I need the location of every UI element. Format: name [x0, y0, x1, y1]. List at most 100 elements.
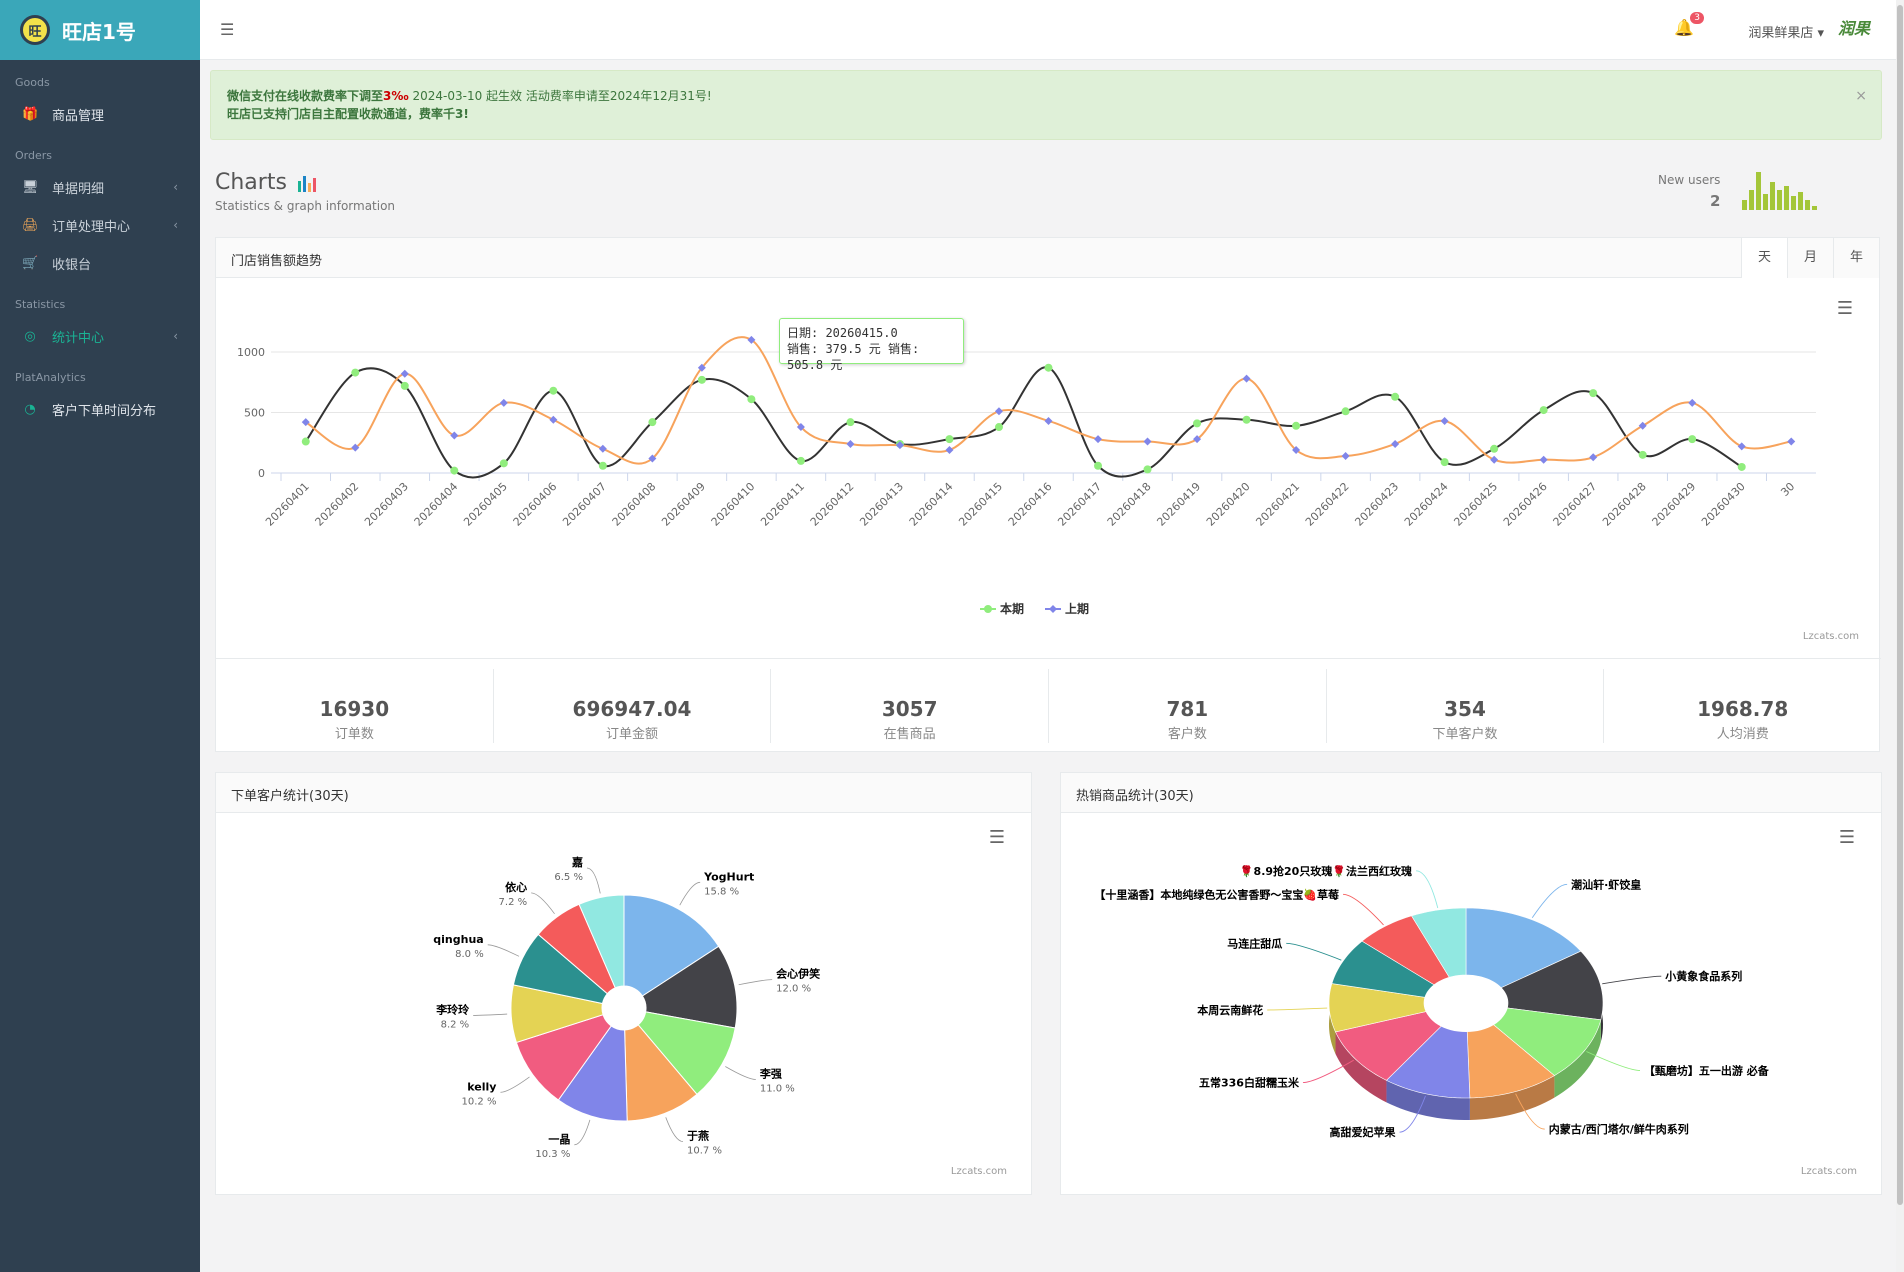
- pie-percent: 10.2 %: [462, 1096, 497, 1107]
- app-name: 旺店1号: [62, 19, 136, 44]
- pie-label: 依心: [505, 880, 527, 894]
- x-tick-label: 30: [1778, 480, 1797, 499]
- label-connector: [1267, 1007, 1328, 1011]
- stat-customers: 781 客户数: [1049, 669, 1327, 743]
- x-tick-label: 20260410: [709, 480, 758, 529]
- data-point-current: [351, 368, 360, 377]
- hot-products-panel: 热销商品统计(30天) ☰ 潮汕轩·虾饺皇 小黄象食品系列 【甄磨坊】五一出游 必备…: [1060, 772, 1882, 1195]
- pie-percent: 15.8 %: [704, 886, 739, 897]
- data-point-current: [1391, 392, 1400, 401]
- menu-toggle-icon[interactable]: ☰: [220, 20, 235, 39]
- customer-stats-title: 下单客户统计(30天): [216, 773, 1031, 813]
- chart-credit[interactable]: Lzcats.com: [1800, 1166, 1857, 1177]
- chart-menu-icon[interactable]: ☰: [1838, 827, 1855, 848]
- data-point-current: [1688, 435, 1697, 444]
- chart-tooltip: 日期: 20260415.0 销售: 379.5 元 销售: 505.8 元: [779, 318, 964, 372]
- data-point-previous: [945, 446, 954, 455]
- pie-slice: [641, 945, 738, 1029]
- alert-close-button[interactable]: ×: [1855, 88, 1867, 104]
- bell-icon[interactable]: 🔔 3: [1674, 12, 1704, 37]
- x-tick-label: 20260426: [1501, 480, 1550, 529]
- chevron-left-icon: ‹: [173, 180, 178, 194]
- x-tick-label: 20260403: [362, 480, 411, 529]
- pie-slice: [557, 1025, 628, 1122]
- stat-value: 781: [1166, 697, 1209, 721]
- sidebar-item-cashier[interactable]: 🛒 收银台: [0, 244, 200, 282]
- data-point-current: [598, 461, 607, 470]
- tooltip-date: 日期: 20260415.0: [787, 326, 898, 340]
- page-scrollbar[interactable]: [1896, 0, 1904, 1272]
- donut-label: 【甄磨坊】五一出游 必备: [1644, 1064, 1770, 1078]
- data-point-current: [1292, 421, 1301, 430]
- stat-value: 696947.04: [572, 697, 692, 721]
- y-tick-label: 1000: [237, 346, 265, 359]
- x-tick-label: 20260429: [1650, 480, 1699, 529]
- pie-percent: 8.0 %: [455, 949, 484, 960]
- data-point-current: [499, 459, 508, 468]
- label-connector: [473, 1013, 508, 1016]
- chevron-left-icon: ‹: [173, 218, 178, 232]
- chart-credit[interactable]: Lzcats.com: [950, 1166, 1007, 1177]
- tab-day[interactable]: 天: [1741, 238, 1787, 278]
- label-connector: [1602, 975, 1662, 985]
- chart-credit[interactable]: Lzcats.com: [1802, 631, 1859, 642]
- pie-percent: 6.5 %: [554, 872, 583, 883]
- data-point-previous: [1242, 374, 1251, 383]
- sidebar-item-order-center[interactable]: 🖨 订单处理中心 ‹: [0, 206, 200, 244]
- scrollbar-thumb[interactable]: [1897, 5, 1903, 1205]
- label-connector: [586, 867, 601, 894]
- pie-label: 于燕: [687, 1129, 709, 1143]
- stat-orders: 16930 订单数: [216, 669, 494, 743]
- donut-label: 潮汕轩·虾饺皇: [1571, 877, 1641, 891]
- sidebar-item-doc-detail[interactable]: 🖥 单据明细 ‹: [0, 168, 200, 206]
- sidebar-item-label: 收银台: [52, 257, 92, 273]
- pie-label: 嘉: [571, 855, 583, 869]
- chart-menu-icon[interactable]: ☰: [988, 827, 1005, 848]
- data-point-previous: [1787, 437, 1796, 446]
- chart-menu-icon[interactable]: ☰: [1836, 298, 1853, 319]
- sidebar-item-stats-center[interactable]: ◎ 统计中心 ‹: [0, 317, 200, 355]
- data-point-current: [1490, 444, 1499, 453]
- donut-hole: [1426, 982, 1506, 1032]
- x-tick-label: 20260419: [1154, 480, 1203, 529]
- new-users-widget: New users 2: [1658, 170, 1848, 214]
- store-dropdown[interactable]: 润果鲜果店 ▾: [1748, 26, 1824, 41]
- tab-month[interactable]: 月: [1787, 238, 1833, 278]
- notification-badge: 3: [1690, 12, 1704, 24]
- sidebar-item-goods[interactable]: 🎁 商品管理: [0, 95, 200, 133]
- data-point-current: [450, 466, 459, 475]
- x-tick-label: 20260408: [610, 480, 659, 529]
- new-users-sparkline: [1742, 172, 1817, 210]
- donut-label: 高甜爱妃苹果: [1330, 1125, 1396, 1139]
- x-tick-label: 20260407: [560, 480, 609, 529]
- x-tick-label: 20260409: [659, 480, 708, 529]
- data-point-previous: [895, 441, 904, 450]
- top-navbar: ☰ 🔔 3 润果鲜果店 ▾ 润果: [200, 0, 1904, 60]
- label-connector: [500, 1076, 530, 1093]
- pie-label: 李玲玲: [435, 1002, 470, 1016]
- donut-side: [1469, 1075, 1555, 1120]
- page-subtitle: Statistics & graph information: [215, 199, 396, 213]
- tab-year[interactable]: 年: [1833, 238, 1879, 278]
- notice-alert: 微信支付在线收款费率下调至3‰ 2024-03-10 起生效 活动费率申请至20…: [210, 70, 1882, 140]
- donut-label: 五常336白甜糯玉米: [1199, 1076, 1300, 1090]
- sidebar-item-label: 商品管理: [52, 108, 105, 124]
- y-tick-label: 500: [244, 407, 265, 420]
- app-logo[interactable]: 旺 旺店1号: [0, 0, 200, 60]
- x-tick-label: 20260425: [1451, 480, 1500, 529]
- pie-label: kelly: [467, 1080, 496, 1093]
- data-point-previous: [1490, 455, 1499, 464]
- pie-percent: 11.0 %: [760, 1084, 795, 1095]
- data-point-previous: [747, 335, 756, 344]
- label-connector: [725, 1066, 756, 1080]
- donut-label: 本周云南鲜花: [1197, 1003, 1263, 1017]
- bar-chart-icon: [297, 175, 316, 192]
- sidebar-item-order-time[interactable]: ◔ 客户下单时间分布: [0, 390, 200, 428]
- data-point-previous: [1589, 453, 1598, 462]
- sales-line-chart: 0 500 1000 20260401 20260402 20260403 20260404…: [237, 335, 1816, 616]
- data-point-current: [1044, 363, 1053, 372]
- data-point-current: [697, 375, 706, 384]
- data-point-previous: [1193, 435, 1202, 444]
- donut-label: 【十里涵香】本地纯绿色无公害香野～宝宝🍓草莓: [1094, 887, 1339, 901]
- data-point-current: [400, 381, 409, 390]
